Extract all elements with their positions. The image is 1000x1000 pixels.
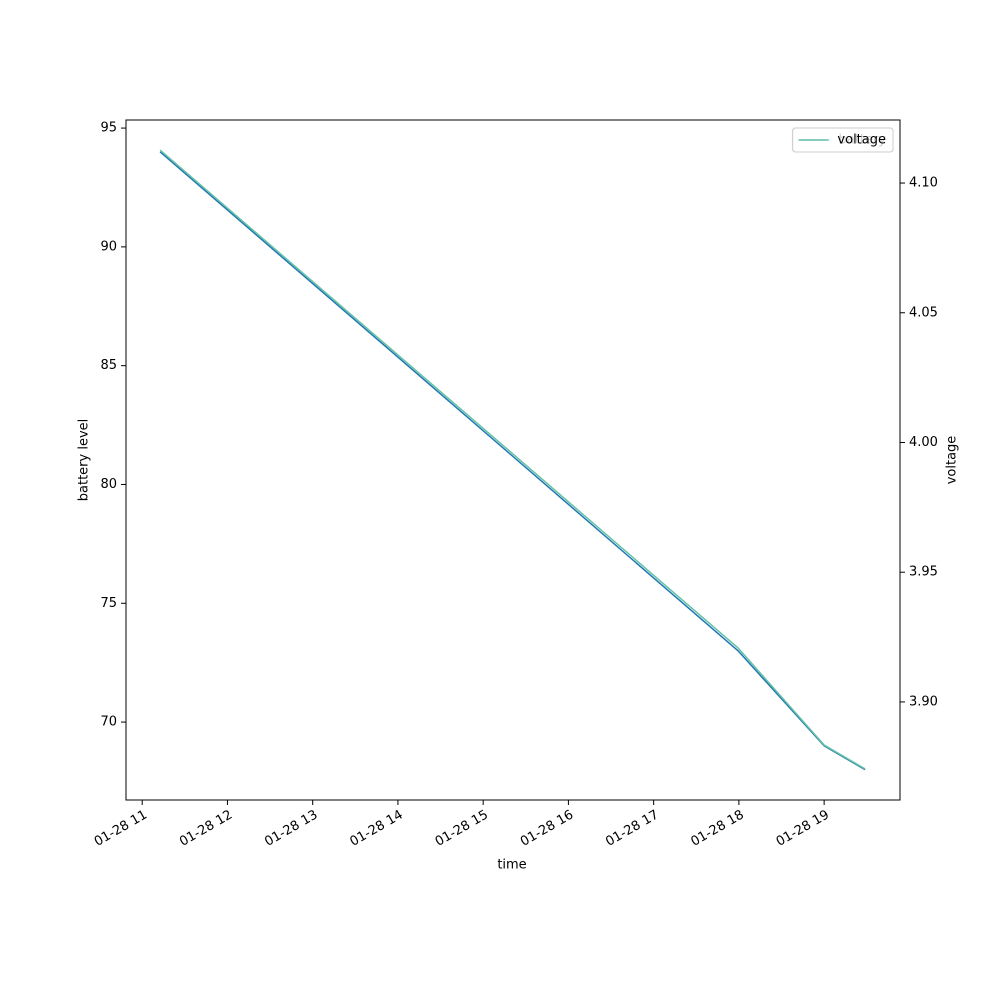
x-tick-label: 01-28 14: [348, 808, 406, 850]
y2-tick-label: 3.95: [909, 565, 938, 580]
y-tick-label: 95: [100, 121, 117, 136]
x-tick-label: 01-28 16: [518, 808, 576, 850]
line-series: [159, 151, 866, 771]
y-tick-label: 75: [100, 596, 117, 611]
y-tick-label: 80: [100, 477, 117, 492]
y2-tick-label: 4.10: [909, 176, 938, 191]
plot-frame: [125, 119, 901, 801]
x-tick-label: 01-28 19: [774, 808, 832, 850]
x-tick-label: 01-28 18: [689, 808, 747, 850]
x-tick-label: 01-28 13: [262, 808, 320, 850]
y-tick-label: 70: [100, 715, 117, 730]
x-axis-label: time: [497, 858, 526, 873]
y-axis-label: battery level: [77, 419, 92, 502]
y2-axis-label: voltage: [945, 436, 960, 485]
x-tick-label: 01-28 11: [92, 808, 150, 850]
line-series: [159, 149, 866, 770]
x-tick-label: 01-28 12: [177, 808, 235, 850]
x-tick-label: 01-28 17: [603, 808, 661, 850]
legend: voltage: [791, 127, 894, 153]
y2-tick-label: 4.05: [909, 305, 938, 320]
y2-tick-label: 3.90: [909, 694, 938, 709]
y-tick-label: 85: [100, 358, 117, 373]
legend-box: [791, 127, 894, 153]
y-tick-label: 90: [100, 239, 117, 254]
legend-label: voltage: [837, 133, 886, 148]
y2-tick-label: 4.00: [909, 435, 938, 450]
x-tick-label: 01-28 15: [433, 808, 491, 850]
